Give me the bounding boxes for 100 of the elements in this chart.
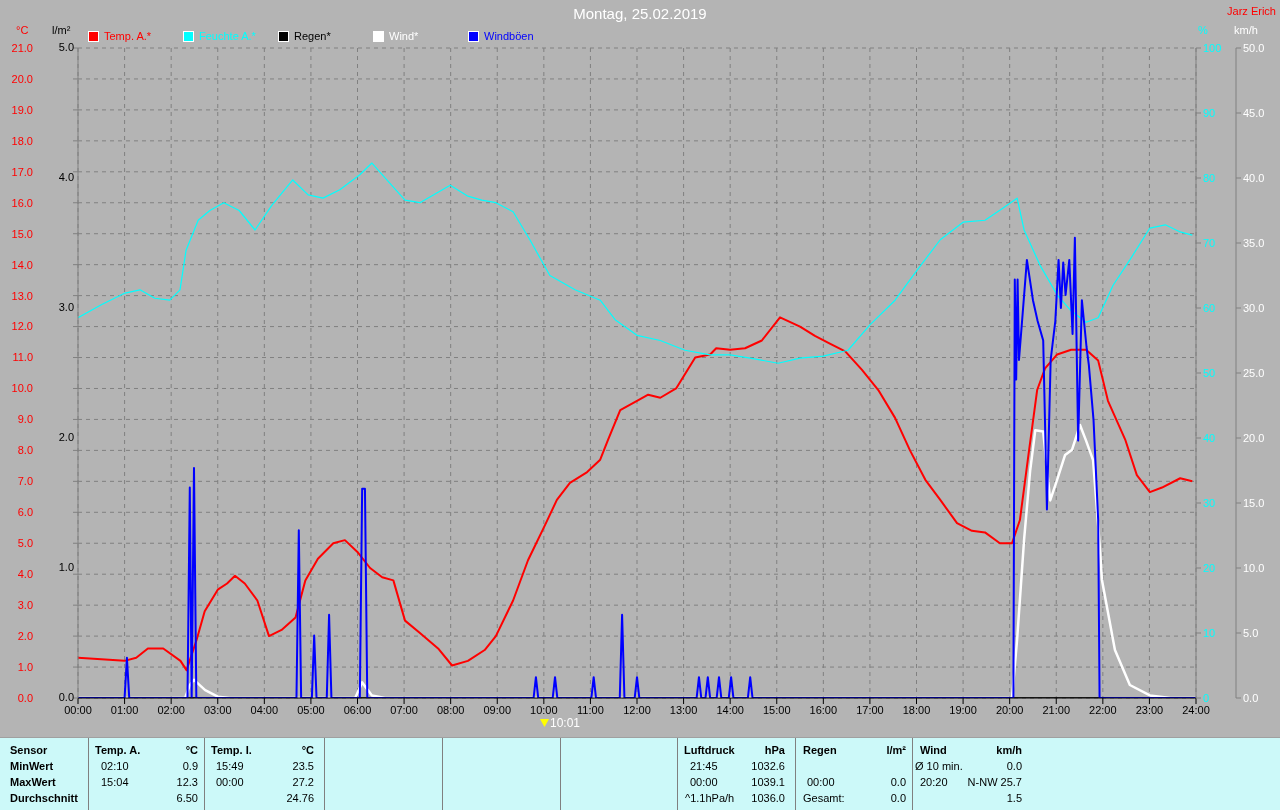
text: 00:00 xyxy=(216,776,244,788)
legend-label: Regen* xyxy=(294,30,331,42)
legend-label: Wind* xyxy=(389,30,419,42)
text: 2.0 xyxy=(58,431,74,443)
y-tick-label: 10.0 xyxy=(11,382,33,395)
y2-tick-label: 0 xyxy=(1203,691,1210,704)
text: km/h xyxy=(996,744,1022,756)
text: 15:04 xyxy=(101,776,129,788)
text: 21:45 xyxy=(690,760,718,772)
x-tick-label: 07:00 xyxy=(390,703,418,716)
y3-tick-label: 25.0 xyxy=(1243,366,1265,379)
legend-label: Feuchte A.* xyxy=(199,30,256,42)
text: Durchschnitt xyxy=(10,792,78,804)
y3-tick-label: 30.0 xyxy=(1243,301,1265,314)
y-tick-label: 7.0 xyxy=(17,475,33,488)
text: 0.0 xyxy=(890,776,906,788)
line-series xyxy=(78,316,1194,672)
x-tick-label: 20:00 xyxy=(995,703,1024,716)
x-tick-label: 22:00 xyxy=(1089,703,1117,716)
text: 1.0 xyxy=(58,561,74,573)
text: 0.0 xyxy=(890,792,906,804)
text: °C xyxy=(185,744,198,756)
y2-tick-label: 60 xyxy=(1203,301,1216,314)
y-tick-label: 6.0 xyxy=(17,506,33,519)
line-series xyxy=(78,162,1193,364)
y3-tick-label: 0.0 xyxy=(1243,691,1259,704)
y3-tick-label: 45.0 xyxy=(1243,106,1265,119)
text: Luftdruck xyxy=(684,744,735,756)
y2-tick-label: 80 xyxy=(1203,171,1216,184)
y-tick-label: 14.0 xyxy=(11,258,33,271)
x-tick-label: 10:00 xyxy=(530,703,558,716)
y3-tick-label: 50.0 xyxy=(1243,41,1265,54)
x-tick-label: 04:00 xyxy=(250,703,279,716)
text: N-NW 25.7 xyxy=(967,776,1022,788)
y-tick-label: 18.0 xyxy=(11,134,33,147)
y-tick-label: 4.0 xyxy=(17,568,33,581)
text: Jarz Erich xyxy=(1227,5,1276,17)
legend-label: Windböen xyxy=(484,30,534,42)
x-tick-label: 11:00 xyxy=(577,703,604,716)
text: Wind xyxy=(920,744,947,756)
text: 15:49 xyxy=(216,760,244,772)
text: 1032.6 xyxy=(751,760,785,772)
text: °C xyxy=(301,744,314,756)
text: 4.0 xyxy=(58,171,74,183)
y-tick-label: 15.0 xyxy=(11,227,33,240)
text: Temp. I. xyxy=(211,744,252,756)
y3-tick-label: 5.0 xyxy=(1243,626,1259,639)
y2-tick-label: 70 xyxy=(1203,236,1216,249)
text: 24.76 xyxy=(286,792,314,804)
legend-label: Temp. A.* xyxy=(104,30,152,42)
x-tick-label: 01:00 xyxy=(110,703,139,716)
text: 1036.0 xyxy=(751,792,785,804)
y-tick-label: 17.0 xyxy=(11,165,33,178)
text: l/m² xyxy=(52,24,71,36)
y2-tick-label: 30 xyxy=(1203,496,1216,509)
y2-tick-label: 10 xyxy=(1203,626,1216,639)
y2-tick-label: 100 xyxy=(1203,41,1222,54)
text: 0.0 xyxy=(58,691,74,703)
x-tick-label: 13:00 xyxy=(669,703,698,716)
text: Sensor xyxy=(10,744,48,756)
y3-tick-label: 20.0 xyxy=(1243,431,1265,444)
y-tick-label: 16.0 xyxy=(11,196,33,209)
x-tick-label: 16:00 xyxy=(809,703,838,716)
text: Temp. A. xyxy=(95,744,141,756)
text: 0.9 xyxy=(182,760,198,772)
text: 20:20 xyxy=(920,776,948,788)
text: l/m² xyxy=(886,744,906,756)
x-tick-label: 12:00 xyxy=(623,703,651,716)
x-tick-label: 00:00 xyxy=(64,703,92,716)
text: 27.2 xyxy=(292,776,314,788)
y2-tick-label: 90 xyxy=(1203,106,1216,119)
x-tick-label: 19:00 xyxy=(949,703,977,716)
text: 23.5 xyxy=(292,760,314,772)
x-tick-label: 17:00 xyxy=(856,703,884,716)
y3-tick-label: 40.0 xyxy=(1243,171,1265,184)
y-tick-label: 21.0 xyxy=(11,41,33,54)
y-axis-title: °C xyxy=(16,24,29,36)
x-tick-label: 06:00 xyxy=(343,703,372,716)
y-tick-label: 8.0 xyxy=(17,444,33,457)
y-tick-label: 9.0 xyxy=(17,413,33,426)
y-tick-label: 11.0 xyxy=(12,351,33,364)
y3-tick-label: 15.0 xyxy=(1243,496,1265,509)
x-tick-label: 02:00 xyxy=(157,703,185,716)
text: MaxWert xyxy=(10,776,56,788)
x-tick-label: 08:00 xyxy=(436,703,465,716)
x-tick-label: 05:00 xyxy=(297,703,325,716)
y2-tick-label: 50 xyxy=(1203,366,1216,379)
y-tick-label: 19.0 xyxy=(11,103,33,116)
y-tick-label: 0.0 xyxy=(17,691,33,704)
y3-tick-label: 35.0 xyxy=(1243,236,1265,249)
y2-axis-title: % xyxy=(1198,24,1208,36)
text: Ø 10 min. xyxy=(915,760,963,772)
text: 00:00 xyxy=(807,776,835,788)
text: hPa xyxy=(764,744,785,756)
x-tick-label: 21:00 xyxy=(1042,703,1071,716)
x-tick-label: 03:00 xyxy=(203,703,232,716)
text: 6.50 xyxy=(176,792,198,804)
x-tick-label: 23:00 xyxy=(1135,703,1164,716)
y-tick-label: 20.0 xyxy=(11,72,33,85)
chart-title: Montag, 25.02.2019 xyxy=(573,5,707,22)
